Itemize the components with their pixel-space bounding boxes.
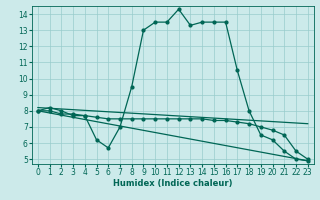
X-axis label: Humidex (Indice chaleur): Humidex (Indice chaleur) — [113, 179, 233, 188]
